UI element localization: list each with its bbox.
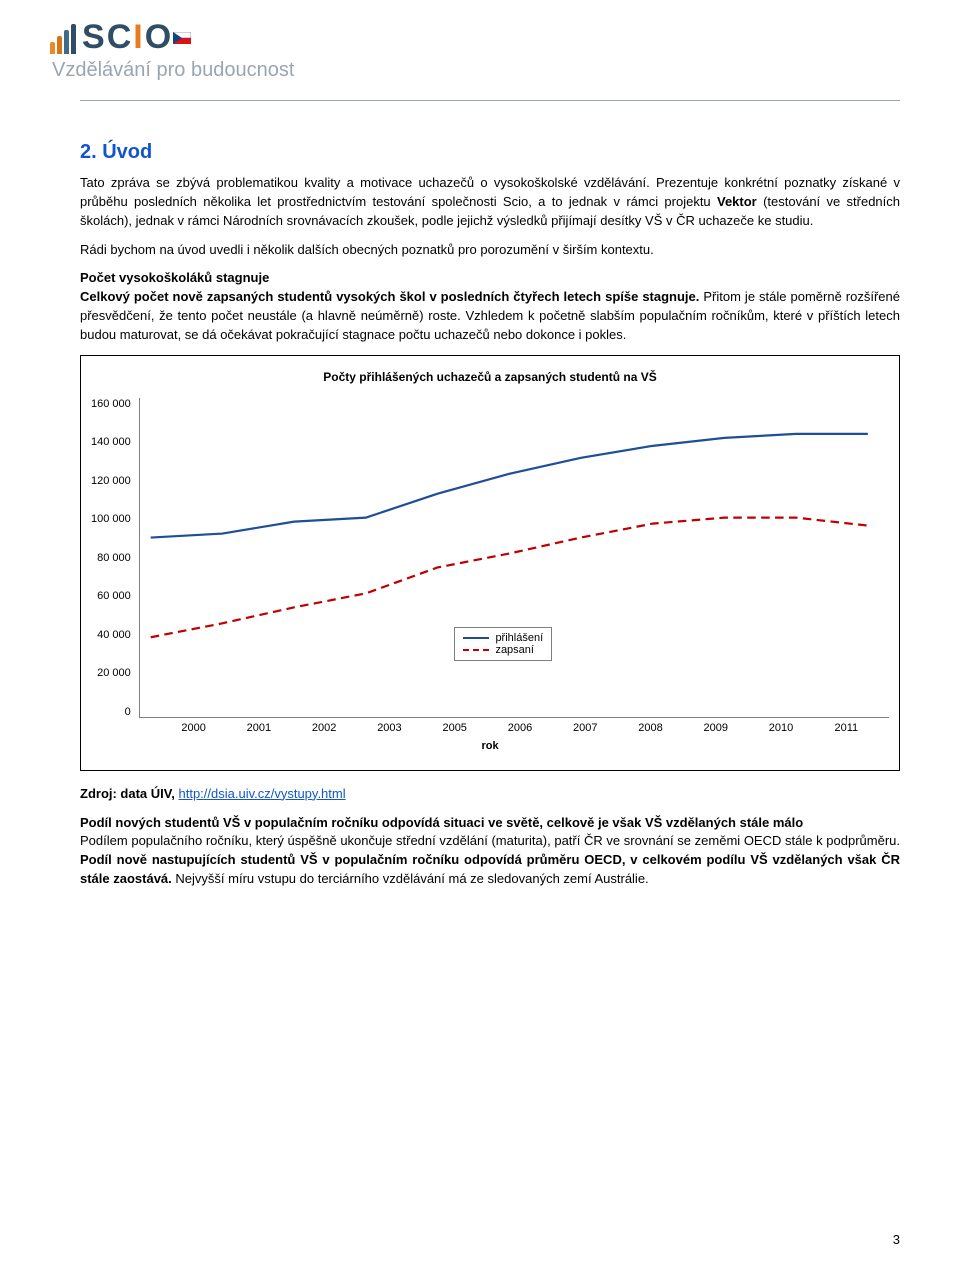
legend-label: zapsaní <box>495 644 534 656</box>
chart-plot-area: přihlášení zapsaní <box>139 398 889 718</box>
y-tick-label: 160 000 <box>91 398 131 410</box>
chart-y-axis: 160 000 140 000 120 000 100 000 80 000 6… <box>91 398 137 718</box>
x-tick-label: 2009 <box>683 722 748 734</box>
section-title: 2. Úvod <box>80 141 900 164</box>
body-text-bold: Vektor <box>717 194 757 209</box>
body-paragraph: Celkový počet nově zapsaných studentů vy… <box>80 288 900 345</box>
body-paragraph: Podílem populačního ročníku, který úspěš… <box>80 832 900 889</box>
logo-letter: C <box>107 18 133 57</box>
subheading: Počet vysokoškoláků stagnuje <box>80 269 900 288</box>
logo-letter: S <box>82 18 106 57</box>
x-tick-label: 2010 <box>748 722 813 734</box>
body-paragraph: Rádi bychom na úvod uvedli i několik dal… <box>80 241 900 260</box>
body-text: Nejvyšší míru vstupu do terciárního vzdě… <box>172 871 649 886</box>
line-chart: Počty přihlášených uchazečů a zapsaných … <box>80 355 900 771</box>
logo-block: S C I O Vzdělávání pro budoucnost <box>50 18 294 82</box>
logo-word: S C I O <box>82 18 191 57</box>
y-tick-label: 60 000 <box>97 590 131 602</box>
x-tick-label: 2000 <box>161 722 226 734</box>
y-tick-label: 40 000 <box>97 629 131 641</box>
chart-title: Počty přihlášených uchazečů a zapsaných … <box>91 370 889 384</box>
x-tick-label: 2003 <box>357 722 422 734</box>
x-tick-label: 2007 <box>553 722 618 734</box>
body-text-bold: Celkový počet nově zapsaných studentů vy… <box>80 289 699 304</box>
source-label: Zdroj: data ÚIV, <box>80 786 178 801</box>
y-tick-label: 100 000 <box>91 513 131 525</box>
y-tick-label: 120 000 <box>91 475 131 487</box>
body-paragraph: Tato zpráva se zbývá problematikou kvali… <box>80 174 900 231</box>
x-tick-label: 2006 <box>487 722 552 734</box>
y-tick-label: 80 000 <box>97 552 131 564</box>
subheading: Podíl nových studentů VŠ v populačním ro… <box>80 814 900 833</box>
logo-letter: I <box>133 18 143 57</box>
chart-source: Zdroj: data ÚIV, http://dsia.uiv.cz/vyst… <box>80 785 900 804</box>
body-text: Podílem populačního ročníku, který úspěš… <box>80 833 900 848</box>
header-divider <box>80 100 900 101</box>
chart-x-axis: 2000200120022003200520062007200820092010… <box>161 718 889 734</box>
logo-bars-icon <box>50 22 76 54</box>
legend-swatch <box>463 649 489 651</box>
x-tick-label: 2005 <box>422 722 487 734</box>
chart-legend: přihlášení zapsaní <box>454 627 552 661</box>
x-tick-label: 2008 <box>618 722 683 734</box>
logo-letter: O <box>145 18 172 57</box>
x-tick-label: 2001 <box>226 722 291 734</box>
page-number: 3 <box>893 1232 900 1247</box>
flag-icon <box>173 32 191 44</box>
y-tick-label: 140 000 <box>91 436 131 448</box>
x-tick-label: 2011 <box>814 722 879 734</box>
legend-swatch <box>463 637 489 639</box>
x-tick-label: 2002 <box>292 722 357 734</box>
source-link[interactable]: http://dsia.uiv.cz/vystupy.html <box>178 786 345 801</box>
y-tick-label: 0 <box>125 706 131 718</box>
chart-x-label: rok <box>91 740 889 752</box>
logo-tagline: Vzdělávání pro budoucnost <box>52 59 294 82</box>
y-tick-label: 20 000 <box>97 667 131 679</box>
legend-label: přihlášení <box>495 632 543 644</box>
